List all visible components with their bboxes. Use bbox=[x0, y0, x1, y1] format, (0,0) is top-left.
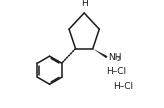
Text: H–Cl: H–Cl bbox=[106, 67, 126, 76]
Text: H–Cl: H–Cl bbox=[113, 82, 133, 91]
Text: H: H bbox=[81, 0, 88, 8]
Text: NH: NH bbox=[108, 53, 122, 62]
Text: 2: 2 bbox=[116, 57, 120, 62]
Polygon shape bbox=[93, 49, 107, 58]
